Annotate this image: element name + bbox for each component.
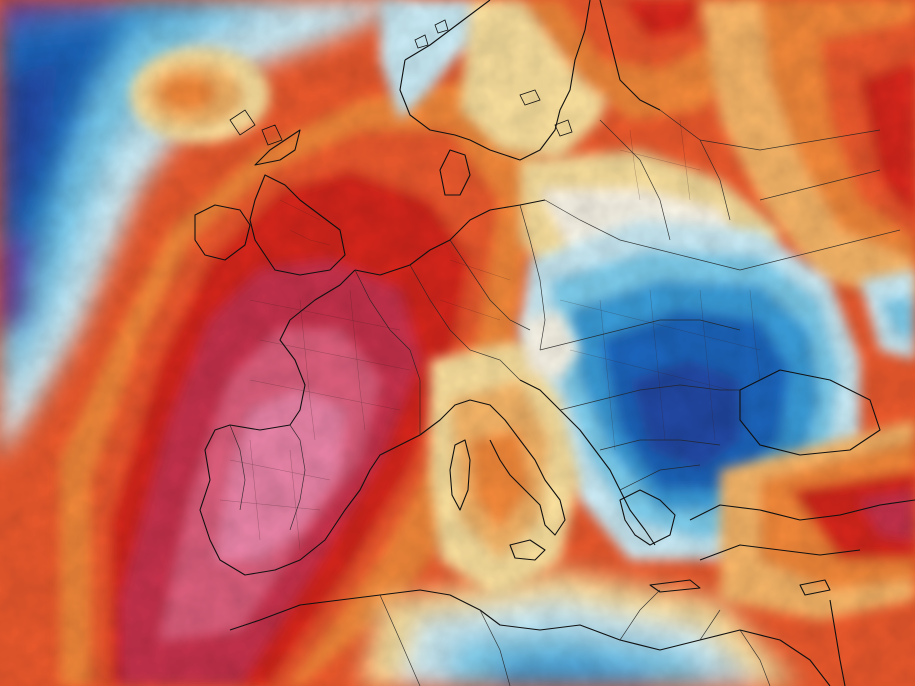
black-sea (739, 369, 881, 456)
ireland-coast (194, 204, 251, 261)
map-line (679, 119, 691, 201)
map-line (699, 129, 881, 151)
map-line (249, 379, 401, 411)
britain-coast (249, 174, 346, 276)
map-line (739, 229, 901, 271)
map-line (354, 269, 421, 435)
map-line (449, 239, 531, 331)
map-line (289, 229, 331, 246)
map-line (229, 459, 331, 481)
map-line (259, 339, 411, 371)
map-line (629, 129, 641, 201)
turkey-coast (689, 499, 915, 521)
map-line (414, 34, 429, 49)
map-line (289, 449, 301, 551)
map-line (249, 299, 401, 331)
regional-borders (219, 119, 761, 551)
turkey-south (699, 544, 861, 561)
map-line (439, 299, 501, 321)
map-line (219, 499, 321, 511)
map-line (699, 289, 716, 441)
map-line (379, 594, 421, 686)
map-line (649, 289, 666, 441)
map-line (569, 349, 731, 391)
map-line (449, 259, 511, 281)
map-line (749, 289, 761, 381)
map-line (229, 109, 256, 136)
map-line (349, 289, 366, 431)
map-line (249, 439, 261, 541)
north-africa-coast (229, 589, 831, 686)
map-line (479, 609, 511, 686)
adriatic-coast (519, 379, 656, 546)
country-borders (229, 109, 901, 686)
med-coast (419, 399, 566, 536)
crete (649, 579, 701, 593)
scotland-coast (254, 129, 301, 166)
coastlines (194, 0, 915, 686)
map-line (739, 629, 771, 686)
map-line (619, 464, 701, 491)
map-line (299, 299, 316, 441)
greece-coast (619, 489, 676, 546)
levant-coast (829, 599, 846, 686)
map-line (289, 424, 306, 531)
map-line (759, 169, 881, 201)
sweden-coast (469, 0, 591, 161)
map-line (599, 299, 616, 451)
sicily (509, 539, 546, 561)
map-line (599, 119, 671, 241)
map-line (599, 439, 721, 451)
map-line (554, 119, 573, 137)
cyprus (799, 579, 831, 596)
map-line (409, 264, 521, 381)
map-line (519, 204, 546, 351)
map-line (699, 609, 721, 641)
map-line (659, 109, 731, 221)
map-line (519, 89, 541, 106)
norway-coast (399, 0, 491, 141)
map-line (559, 384, 721, 411)
scandinavia-islands (229, 19, 573, 146)
corsica-sardinia (449, 439, 471, 511)
map-line (229, 424, 246, 511)
map-line (544, 199, 741, 271)
map-line (261, 124, 283, 146)
map-line (539, 319, 741, 351)
map-line (434, 19, 449, 34)
map-line (559, 299, 761, 351)
map-line (279, 199, 321, 221)
map-line (619, 149, 701, 171)
finland-coast (599, 0, 661, 111)
denmark-coast (439, 149, 471, 196)
map-line (619, 589, 661, 641)
